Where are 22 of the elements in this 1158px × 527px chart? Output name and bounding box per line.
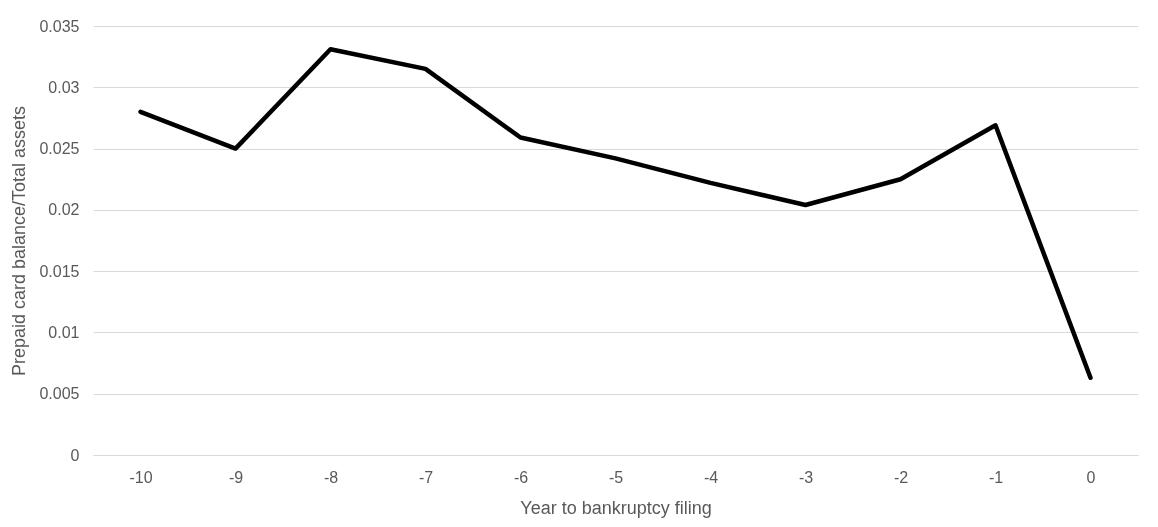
x-tick-label: -6 <box>513 468 529 486</box>
y-tick-label: 0.015 <box>39 262 80 280</box>
x-tick-label: -10 <box>129 468 153 486</box>
y-tick-label: 0 <box>70 446 80 464</box>
line-series <box>138 47 1093 381</box>
y-tick-label: 0.005 <box>39 385 80 403</box>
y-tick-label: 0.025 <box>39 140 80 158</box>
x-tick-label: -5 <box>608 468 624 486</box>
x-tick-label: -8 <box>323 468 339 486</box>
x-tick-label: -3 <box>798 468 814 486</box>
x-tick-label: -1 <box>988 468 1004 486</box>
y-tick-label: 0.035 <box>39 17 80 35</box>
x-tick-label: 0 <box>1086 468 1096 486</box>
y-axis-title: Prepaid card balance/Total assets <box>9 105 30 377</box>
x-axis-title: Year to bankruptcy filing <box>520 497 712 518</box>
x-tick-label: -4 <box>703 468 719 486</box>
x-tick-label: -7 <box>418 468 434 486</box>
x-tick-label: -2 <box>893 468 909 486</box>
y-tick-label: 0.02 <box>48 201 80 219</box>
y-tick-label: 0.03 <box>48 78 80 96</box>
y-tick-label: 0.01 <box>48 323 80 341</box>
x-tick-label: -9 <box>228 468 244 486</box>
